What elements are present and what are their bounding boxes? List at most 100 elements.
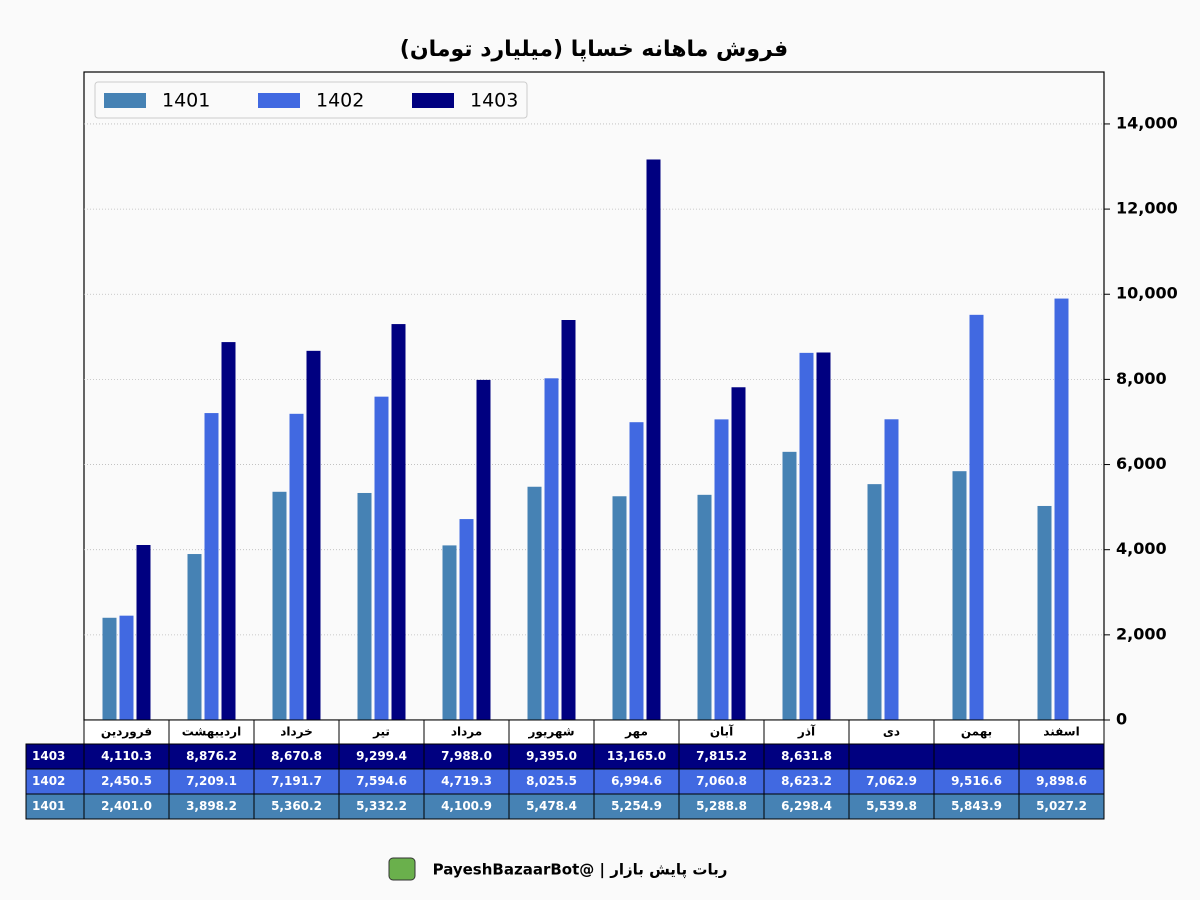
y-tick-label: 0	[1116, 710, 1127, 729]
table-value: 3,898.2	[186, 799, 237, 813]
bar	[306, 350, 321, 720]
table-value: 8,670.8	[271, 749, 322, 763]
bar	[357, 492, 372, 720]
y-tick-label: 10,000	[1116, 284, 1178, 303]
table-cell	[593, 743, 680, 770]
x-tick-label: آبان	[710, 724, 734, 739]
bot-icon	[388, 857, 416, 881]
table-value: 7,062.9	[866, 774, 917, 788]
table-value: 8,623.2	[781, 774, 832, 788]
table-cell	[933, 743, 1020, 770]
bar	[612, 496, 627, 720]
table-value: 7,209.1	[186, 774, 237, 788]
table-value: 4,100.9	[441, 799, 492, 813]
table-cell	[83, 768, 170, 795]
table-row-label: 1401	[32, 799, 65, 813]
table-value: 6,994.6	[611, 774, 662, 788]
bar	[119, 615, 134, 720]
legend-box	[94, 81, 528, 119]
x-tick-label: تیر	[372, 725, 390, 739]
legend-label: 1401	[162, 90, 210, 112]
bar	[459, 519, 474, 720]
table-cell	[763, 743, 850, 770]
bar	[646, 159, 661, 720]
bar	[714, 419, 729, 720]
bar	[561, 320, 576, 720]
bar	[527, 486, 542, 720]
table-value: 9,299.4	[356, 749, 407, 763]
bar	[391, 324, 406, 720]
table-value: 9,516.6	[951, 774, 1002, 788]
table-header-cell	[1018, 719, 1105, 745]
table-cell	[338, 743, 425, 770]
table-value: 4,110.3	[101, 749, 152, 763]
bar	[884, 419, 899, 720]
table-cell	[1018, 793, 1105, 820]
table-row-label: 1403	[32, 749, 65, 763]
bar	[1054, 298, 1069, 720]
x-tick-label: مهر	[624, 725, 648, 739]
table-cell	[593, 793, 680, 820]
table-cell	[253, 743, 340, 770]
table-cell	[168, 768, 255, 795]
y-tick-label: 14,000	[1116, 113, 1178, 132]
table-cell	[593, 768, 680, 795]
table-value: 8,631.8	[781, 749, 832, 763]
bar	[289, 413, 304, 720]
table-value: 7,815.2	[696, 749, 747, 763]
x-tick-label: مرداد	[451, 725, 482, 739]
table-value: 7,988.0	[441, 749, 492, 763]
table-value: 8,876.2	[186, 749, 237, 763]
x-tick-label: فروردین	[101, 725, 152, 740]
x-tick-label: اسفند	[1043, 725, 1079, 739]
bar	[731, 387, 746, 720]
table-value: 8,025.5	[526, 774, 577, 788]
table-cell	[678, 793, 765, 820]
table-value: 7,060.8	[696, 774, 747, 788]
table-value: 5,027.2	[1036, 799, 1087, 813]
bar	[1037, 505, 1052, 720]
table-header-cell	[508, 719, 595, 745]
table-cell	[168, 793, 255, 820]
bar	[136, 545, 151, 720]
bar	[544, 378, 559, 720]
table-value: 7,191.7	[271, 774, 322, 788]
table-header-cell	[933, 719, 1020, 745]
bar	[697, 494, 712, 720]
x-tick-label: اردیبهشت	[182, 725, 241, 739]
table-cell	[678, 768, 765, 795]
table-cell	[508, 743, 595, 770]
table-cell	[83, 793, 170, 820]
table-value: 13,165.0	[607, 749, 666, 763]
y-tick-label: 8,000	[1116, 369, 1167, 388]
table-cell	[848, 793, 935, 820]
bar	[867, 484, 882, 720]
x-tick-label: بهمن	[961, 725, 992, 739]
table-value: 5,360.2	[271, 799, 322, 813]
x-tick-label: آذر	[797, 724, 816, 739]
chart-title: فروش ماهانه خساپا (میلیارد تومان)	[400, 37, 788, 62]
bar	[476, 379, 491, 720]
table-header-cell	[763, 719, 850, 745]
bar	[969, 314, 984, 720]
table-cell	[933, 768, 1020, 795]
table-value: 5,288.8	[696, 799, 747, 813]
table-cell	[508, 793, 595, 820]
bar	[374, 396, 389, 720]
table-row-label-cell	[25, 768, 85, 795]
legend-label: 1403	[470, 90, 518, 112]
table-cell	[83, 743, 170, 770]
legend-swatch	[258, 93, 300, 108]
table-value: 7,594.6	[356, 774, 407, 788]
table-cell	[1018, 743, 1105, 770]
table-cell	[168, 743, 255, 770]
bar	[102, 617, 117, 720]
table-value: 9,395.0	[526, 749, 577, 763]
table-cell	[423, 793, 510, 820]
bar	[272, 491, 287, 720]
table-cell	[253, 768, 340, 795]
legend-swatch	[412, 93, 454, 108]
legend-swatch	[104, 93, 146, 108]
footer: ربات پایش بازار | @PayeshBazaarBot	[433, 861, 728, 880]
